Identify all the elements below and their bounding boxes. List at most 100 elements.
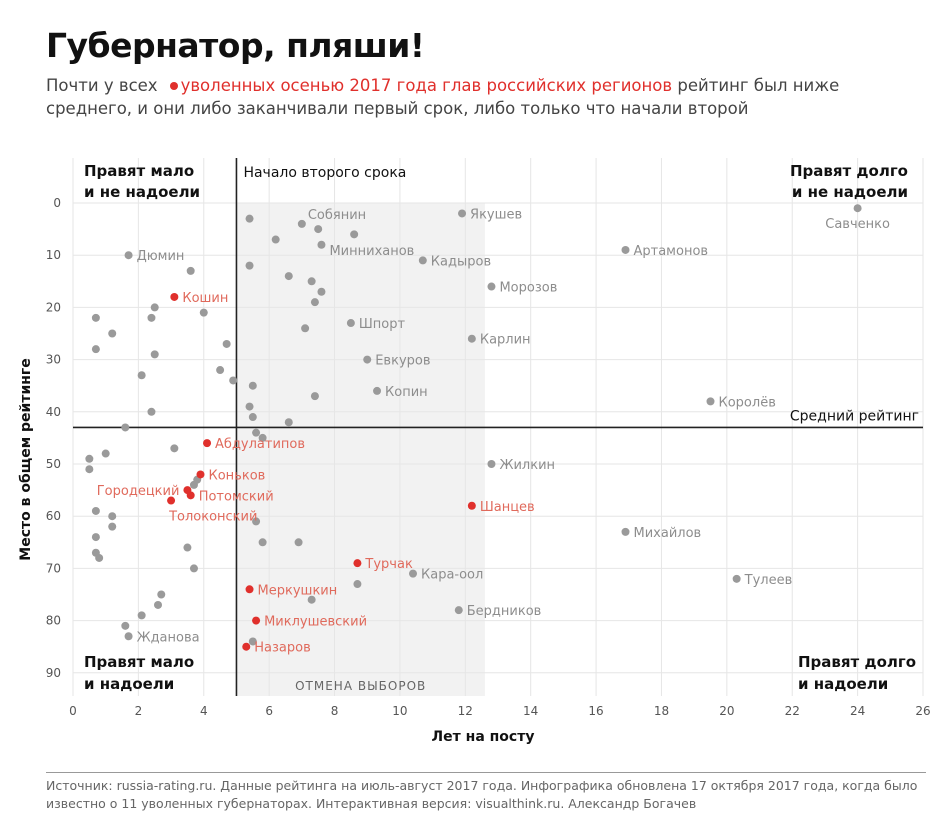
governor-label: Минниханов	[329, 244, 414, 259]
governor-point	[124, 632, 133, 641]
quadrant-top-left-line1: Правят мало	[84, 162, 194, 180]
governor-point	[454, 606, 463, 615]
governor-point	[222, 339, 231, 348]
cancelled-elections-band	[236, 203, 485, 696]
fired-governor-label: Турчак	[364, 557, 413, 572]
source-footer: Источник: russia-rating.ru. Данные рейти…	[46, 772, 926, 813]
chart-title: Губернатор, пляши!	[46, 26, 425, 65]
governor-label: Королёв	[719, 395, 776, 410]
governor-point	[91, 345, 100, 354]
governor-label: Собянин	[308, 208, 366, 223]
y-tick-label: 70	[46, 561, 61, 575]
governor-point	[154, 600, 162, 609]
governor-label: Савченко	[825, 217, 890, 232]
governor-point	[229, 376, 238, 385]
x-tick-label: 8	[331, 704, 339, 718]
governor-point	[258, 433, 267, 442]
governor-point	[91, 533, 100, 542]
governor-point	[245, 214, 254, 223]
y-tick-label: 20	[46, 300, 61, 314]
x-tick-label: 14	[523, 704, 538, 718]
governor-point	[248, 637, 257, 646]
fired-governor-point	[252, 616, 261, 625]
governor-point	[150, 350, 159, 359]
governor-label: Жданова	[137, 630, 200, 645]
governor-point	[409, 569, 417, 578]
governor-point	[487, 282, 496, 291]
fired-governor-label: Меркушкин	[258, 583, 338, 598]
y-tick-label: 40	[46, 405, 61, 419]
governor-point	[310, 392, 319, 401]
governor-point	[467, 334, 476, 343]
governor-point	[147, 313, 156, 322]
governor-point	[108, 329, 117, 338]
fired-governor-label: Миклушевский	[264, 615, 367, 630]
governor-point	[91, 313, 100, 322]
governor-point	[317, 287, 326, 296]
governor-point	[853, 204, 862, 213]
governor-point	[294, 538, 303, 547]
x-tick-label: 12	[458, 704, 473, 718]
governor-point	[271, 235, 280, 244]
y-tick-label: 0	[53, 196, 61, 210]
governor-point	[353, 580, 362, 589]
governor-point	[189, 564, 198, 573]
x-tick-label: 18	[654, 704, 669, 718]
governor-label: Артамонов	[634, 244, 709, 259]
governor-point	[248, 413, 257, 422]
quadrant-bottom-left-line1: Правят мало	[84, 653, 194, 671]
governor-point	[373, 386, 382, 395]
x-tick-label: 22	[785, 704, 800, 718]
fired-governor-label: Шанцев	[480, 500, 535, 515]
x-tick-label: 16	[588, 704, 603, 718]
governor-point	[310, 298, 319, 307]
governor-point	[732, 574, 741, 583]
governor-label: Дюмин	[137, 249, 185, 264]
governor-point	[297, 219, 306, 228]
governor-label: Евкуров	[375, 354, 430, 369]
governor-point	[121, 423, 130, 432]
governor-point	[150, 303, 159, 312]
average-rank-label: Средний рейтинг	[790, 408, 919, 424]
governor-label: Карлин	[480, 333, 531, 348]
x-tick-label: 26	[915, 704, 930, 718]
governor-point	[248, 381, 257, 390]
fired-governor-point	[170, 292, 179, 301]
x-tick-label: 0	[69, 704, 77, 718]
subtitle-pre: Почти у всех	[46, 76, 158, 95]
x-tick-label: 4	[200, 704, 208, 718]
fired-legend-dot-icon	[169, 82, 178, 90]
governor-point	[307, 277, 316, 286]
fired-governor-point	[353, 559, 362, 568]
governor-point	[706, 397, 715, 406]
governor-point	[418, 256, 427, 265]
governor-point	[284, 272, 293, 281]
governor-point	[621, 527, 630, 536]
governor-label: Шпорт	[359, 317, 406, 332]
governor-point	[170, 444, 179, 453]
fired-governor-label: Толоконский	[168, 510, 257, 525]
governor-point	[85, 465, 94, 474]
fired-governor-label: Городецкий	[97, 484, 180, 499]
fired-governor-point	[196, 470, 205, 479]
band-label: ОТМЕНА ВЫБОРОВ	[295, 679, 426, 693]
fired-governor-label: Абдулатипов	[215, 437, 305, 452]
subtitle-post: рейтинг был ниже среднего, и они либо за…	[46, 76, 840, 118]
fired-governor-label: Назаров	[254, 641, 311, 656]
governor-label: Жилкин	[499, 458, 555, 473]
governor-point	[301, 324, 310, 333]
governor-point	[189, 480, 198, 489]
governor-point	[245, 261, 254, 270]
y-axis-title: Место в общем рейтинге	[18, 358, 34, 560]
fired-governor-point	[186, 491, 195, 500]
governor-point	[157, 590, 166, 599]
governor-point	[91, 506, 100, 515]
fired-governor-point	[242, 642, 251, 651]
governor-label: Михайлов	[634, 526, 702, 541]
governor-label: Кара-оол	[421, 568, 483, 583]
y-tick-label: 10	[46, 248, 61, 262]
x-tick-label: 20	[719, 704, 734, 718]
governor-point	[314, 225, 323, 234]
governor-point	[124, 251, 133, 260]
